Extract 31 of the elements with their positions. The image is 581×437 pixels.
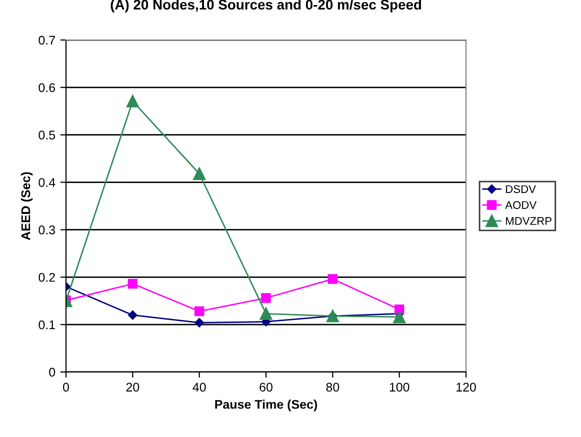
legend-label: AODV <box>505 201 537 209</box>
y-tick-label: 0.5 <box>38 130 56 140</box>
point <box>193 168 206 180</box>
y-tick-label: 0.2 <box>38 272 55 282</box>
point <box>128 278 138 289</box>
x-tick-label: 80 <box>326 382 340 392</box>
x-tick-label: 0 <box>63 382 69 392</box>
point <box>328 274 338 284</box>
y-tick-label: 0.4 <box>38 178 56 187</box>
point <box>128 310 138 320</box>
point <box>260 307 272 320</box>
y-tick-label: 0 <box>49 368 56 377</box>
y-tick-label: 0.3 <box>38 226 56 234</box>
point <box>394 304 404 314</box>
point <box>126 94 139 108</box>
x-tick-label: 120 <box>456 382 476 392</box>
point <box>393 310 406 324</box>
legend-label: MDVZRP <box>506 217 552 225</box>
y-axis-title: AEED (Sec) <box>21 172 33 240</box>
x-tick-label: 40 <box>192 382 206 392</box>
point <box>194 318 204 328</box>
x-tick-label: 20 <box>126 382 140 392</box>
x-tick-label: 100 <box>390 382 410 392</box>
point <box>261 293 271 303</box>
y-tick-label: 0.1 <box>38 320 55 330</box>
y-tick-label: 0.6 <box>38 83 56 92</box>
legend-label: DSDV <box>506 185 536 194</box>
x-axis-title: Pause Time (Sec) <box>215 400 318 412</box>
x-tick-label: 60 <box>260 382 272 392</box>
y-tick-label: 0.7 <box>38 36 55 45</box>
point <box>194 306 204 316</box>
